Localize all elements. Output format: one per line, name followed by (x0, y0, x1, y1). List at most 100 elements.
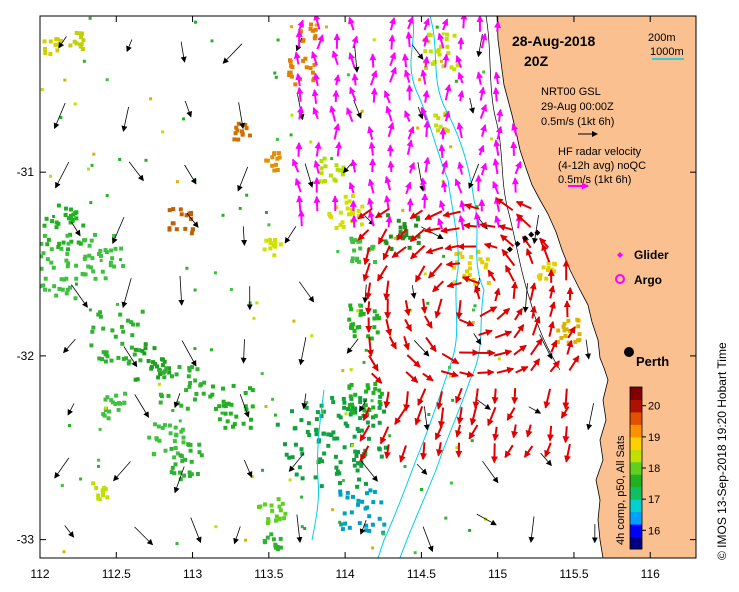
sst-pixel (345, 495, 350, 500)
sst-pixel (43, 287, 47, 292)
sst-pixel (74, 263, 79, 268)
sst-pixel (109, 398, 114, 403)
sst-pixel (299, 447, 304, 452)
sst-pixel (277, 516, 282, 521)
legend-model-line2: 29-Aug 00:00Z (541, 101, 614, 113)
sst-pixel (244, 538, 247, 542)
sst-pixel (47, 288, 51, 292)
radar-arrow (388, 34, 396, 50)
sst-pixel (310, 334, 314, 338)
sst-pixel (290, 409, 294, 414)
sst-pixel-layer (36, 16, 582, 555)
sst-pixel (66, 241, 71, 246)
sst-pixel (341, 479, 345, 482)
colorbar-tick-label: 17 (648, 494, 660, 506)
sst-pixel (338, 489, 343, 494)
radar-arrow (494, 330, 513, 339)
model-arrow (54, 457, 70, 479)
sst-pixel (120, 341, 125, 346)
sst-pixel (36, 269, 40, 273)
sst-pixel (288, 478, 292, 482)
sst-pixel (322, 156, 327, 161)
sst-pixel (314, 23, 318, 27)
sst-pixel (266, 517, 271, 522)
sst-pixel (90, 329, 95, 334)
sst-pixel (355, 256, 360, 261)
sst-pixel (266, 519, 271, 524)
sst-pixel (321, 409, 324, 413)
sst-pixel (356, 208, 361, 213)
model-arrow (121, 106, 129, 132)
radar-arrow (367, 336, 374, 357)
sst-pixel (290, 65, 295, 70)
sst-pixel (152, 451, 157, 456)
sst-pixel (276, 38, 280, 42)
sst-pixel (276, 151, 281, 156)
sst-pixel (268, 237, 273, 242)
radar-arrow (456, 122, 464, 139)
sst-pixel (130, 333, 135, 338)
sst-pixel (169, 470, 174, 475)
sst-pixel (187, 366, 192, 371)
sst-pixel (121, 264, 126, 268)
sst-pixel (347, 212, 351, 217)
radar-arrow (404, 181, 412, 195)
model-arrow (416, 463, 428, 475)
sst-pixel (188, 212, 193, 217)
sst-pixel (413, 551, 417, 555)
radar-arrow (351, 35, 359, 49)
contour-1000m-b (399, 16, 485, 558)
radar-arrow (445, 260, 461, 268)
sst-pixel (182, 473, 187, 478)
sst-pixel (42, 223, 47, 228)
radar-arrow (541, 243, 551, 263)
sst-pixel (379, 454, 384, 459)
radar-arrow (434, 298, 443, 319)
radar-arrow (510, 141, 518, 156)
radar-arrow (476, 71, 483, 85)
sst-pixel (453, 280, 458, 285)
sst-pixel (174, 227, 179, 232)
radar-arrow (359, 424, 371, 442)
sst-pixel (269, 532, 274, 537)
sst-pixel (114, 393, 119, 398)
model-arrow (112, 216, 125, 245)
sst-pixel (350, 443, 354, 447)
sst-pixel (319, 484, 324, 489)
sst-pixel (271, 537, 276, 542)
sst-pixel (190, 227, 195, 232)
sst-pixel (471, 321, 475, 324)
sst-pixel (97, 458, 101, 462)
perth-dot (624, 347, 634, 357)
sst-pixel (556, 328, 561, 333)
sst-pixel (341, 369, 345, 373)
sst-pixel (359, 309, 364, 314)
radar-arrow (440, 226, 460, 234)
sst-pixel (386, 213, 390, 218)
radar-arrow (464, 203, 480, 210)
radar-arrow (295, 72, 303, 87)
sst-pixel (288, 59, 293, 64)
glider-point (506, 246, 513, 253)
radar-arrow (296, 105, 304, 120)
radar-arrow (383, 391, 391, 409)
radar-arrow (511, 424, 519, 439)
model-arrow (121, 278, 132, 309)
sst-pixel (577, 332, 582, 337)
radar-arrow (362, 262, 371, 282)
model-arrow (128, 161, 144, 182)
model-arrow (53, 102, 66, 130)
radar-arrow (494, 20, 502, 32)
radar-arrow (363, 247, 371, 266)
model-arrow (298, 337, 307, 366)
sst-pixel (356, 502, 360, 507)
model-arrow (473, 333, 482, 345)
model-arrow (301, 393, 308, 410)
radar-arrow (531, 315, 541, 336)
sst-pixel (132, 352, 137, 357)
radar-arrow (396, 228, 408, 241)
sst-pixel (156, 424, 161, 429)
radar-arrow (529, 337, 543, 356)
radar-arrow (468, 424, 479, 440)
sst-pixel (365, 491, 369, 496)
